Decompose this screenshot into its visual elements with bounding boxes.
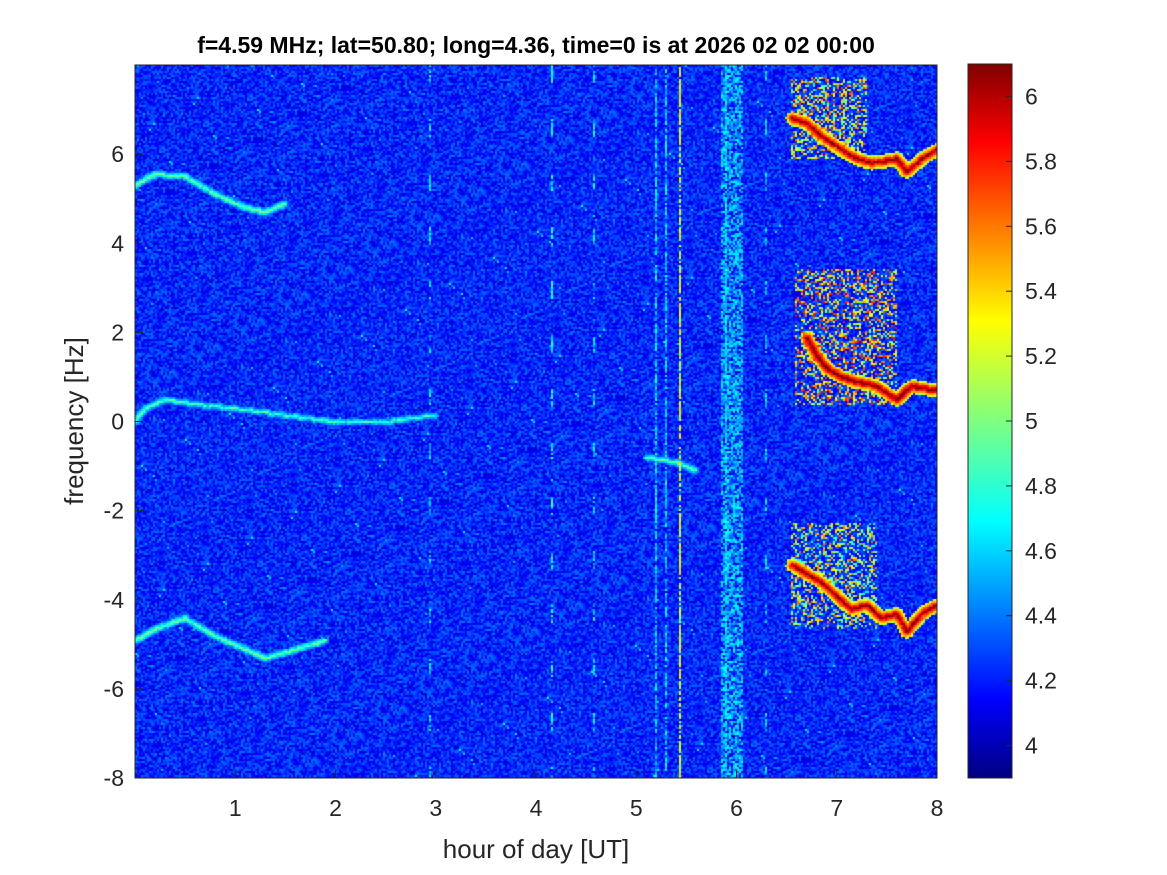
heatmap-canvas <box>135 65 937 778</box>
y-tick-label: -4 <box>104 587 125 613</box>
x-tick-label: 4 <box>530 795 543 821</box>
y-tick-label: 6 <box>111 141 124 167</box>
colorbar-tick-label: 4 <box>1025 733 1038 759</box>
colorbar-tick-label: 4.8 <box>1025 473 1057 499</box>
colorbar-tick-label: 4.2 <box>1025 668 1057 694</box>
colorbar-tick-label: 5 <box>1025 408 1038 434</box>
chart-title: f=4.59 MHz; lat=50.80; long=4.36, time=0… <box>197 32 875 58</box>
x-tick-label: 8 <box>931 795 944 821</box>
colorbar: 4 4.2 4.4 4.6 4.8 5 5.2 5.4 5.6 5.8 6 <box>967 63 1057 779</box>
y-tick-label: 2 <box>111 319 124 345</box>
colorbar-tick-label: 5.8 <box>1025 148 1057 174</box>
y-tick-label: -6 <box>104 676 124 702</box>
colorbar-tick-label: 5.4 <box>1025 278 1057 304</box>
colorbar-tick-label: 4.4 <box>1025 603 1057 629</box>
x-tick-label: 6 <box>730 795 743 821</box>
colorbar-tick-label: 5.2 <box>1025 343 1057 369</box>
colorbar-ticks: 4 4.2 4.4 4.6 4.8 5 5.2 5.4 5.6 5.8 6 <box>1006 83 1057 759</box>
x-tick-label: 2 <box>329 795 342 821</box>
colorbar-tick-label: 5.6 <box>1025 213 1057 239</box>
colorbar-gradient <box>967 63 1013 779</box>
colorbar-tick-label: 6 <box>1025 83 1038 109</box>
x-axis-label: hour of day [UT] <box>443 834 629 864</box>
x-axis-ticks: 1 2 3 4 5 6 7 8 <box>229 770 944 821</box>
y-tick-label: 0 <box>111 409 124 435</box>
colorbar-tick-label: 4.6 <box>1025 538 1057 564</box>
x-tick-label: 5 <box>630 795 643 821</box>
y-axis-ticks: -8 -6 -4 -2 0 2 4 6 <box>104 141 143 791</box>
x-tick-label: 7 <box>830 795 843 821</box>
x-tick-label: 3 <box>429 795 442 821</box>
y-axis-label: frequency [Hz] <box>59 337 89 505</box>
x-tick-label: 1 <box>229 795 242 821</box>
plot-area <box>134 64 938 779</box>
y-tick-label: -8 <box>104 765 124 791</box>
y-tick-label: 4 <box>111 230 124 256</box>
y-tick-label: -2 <box>104 498 124 524</box>
